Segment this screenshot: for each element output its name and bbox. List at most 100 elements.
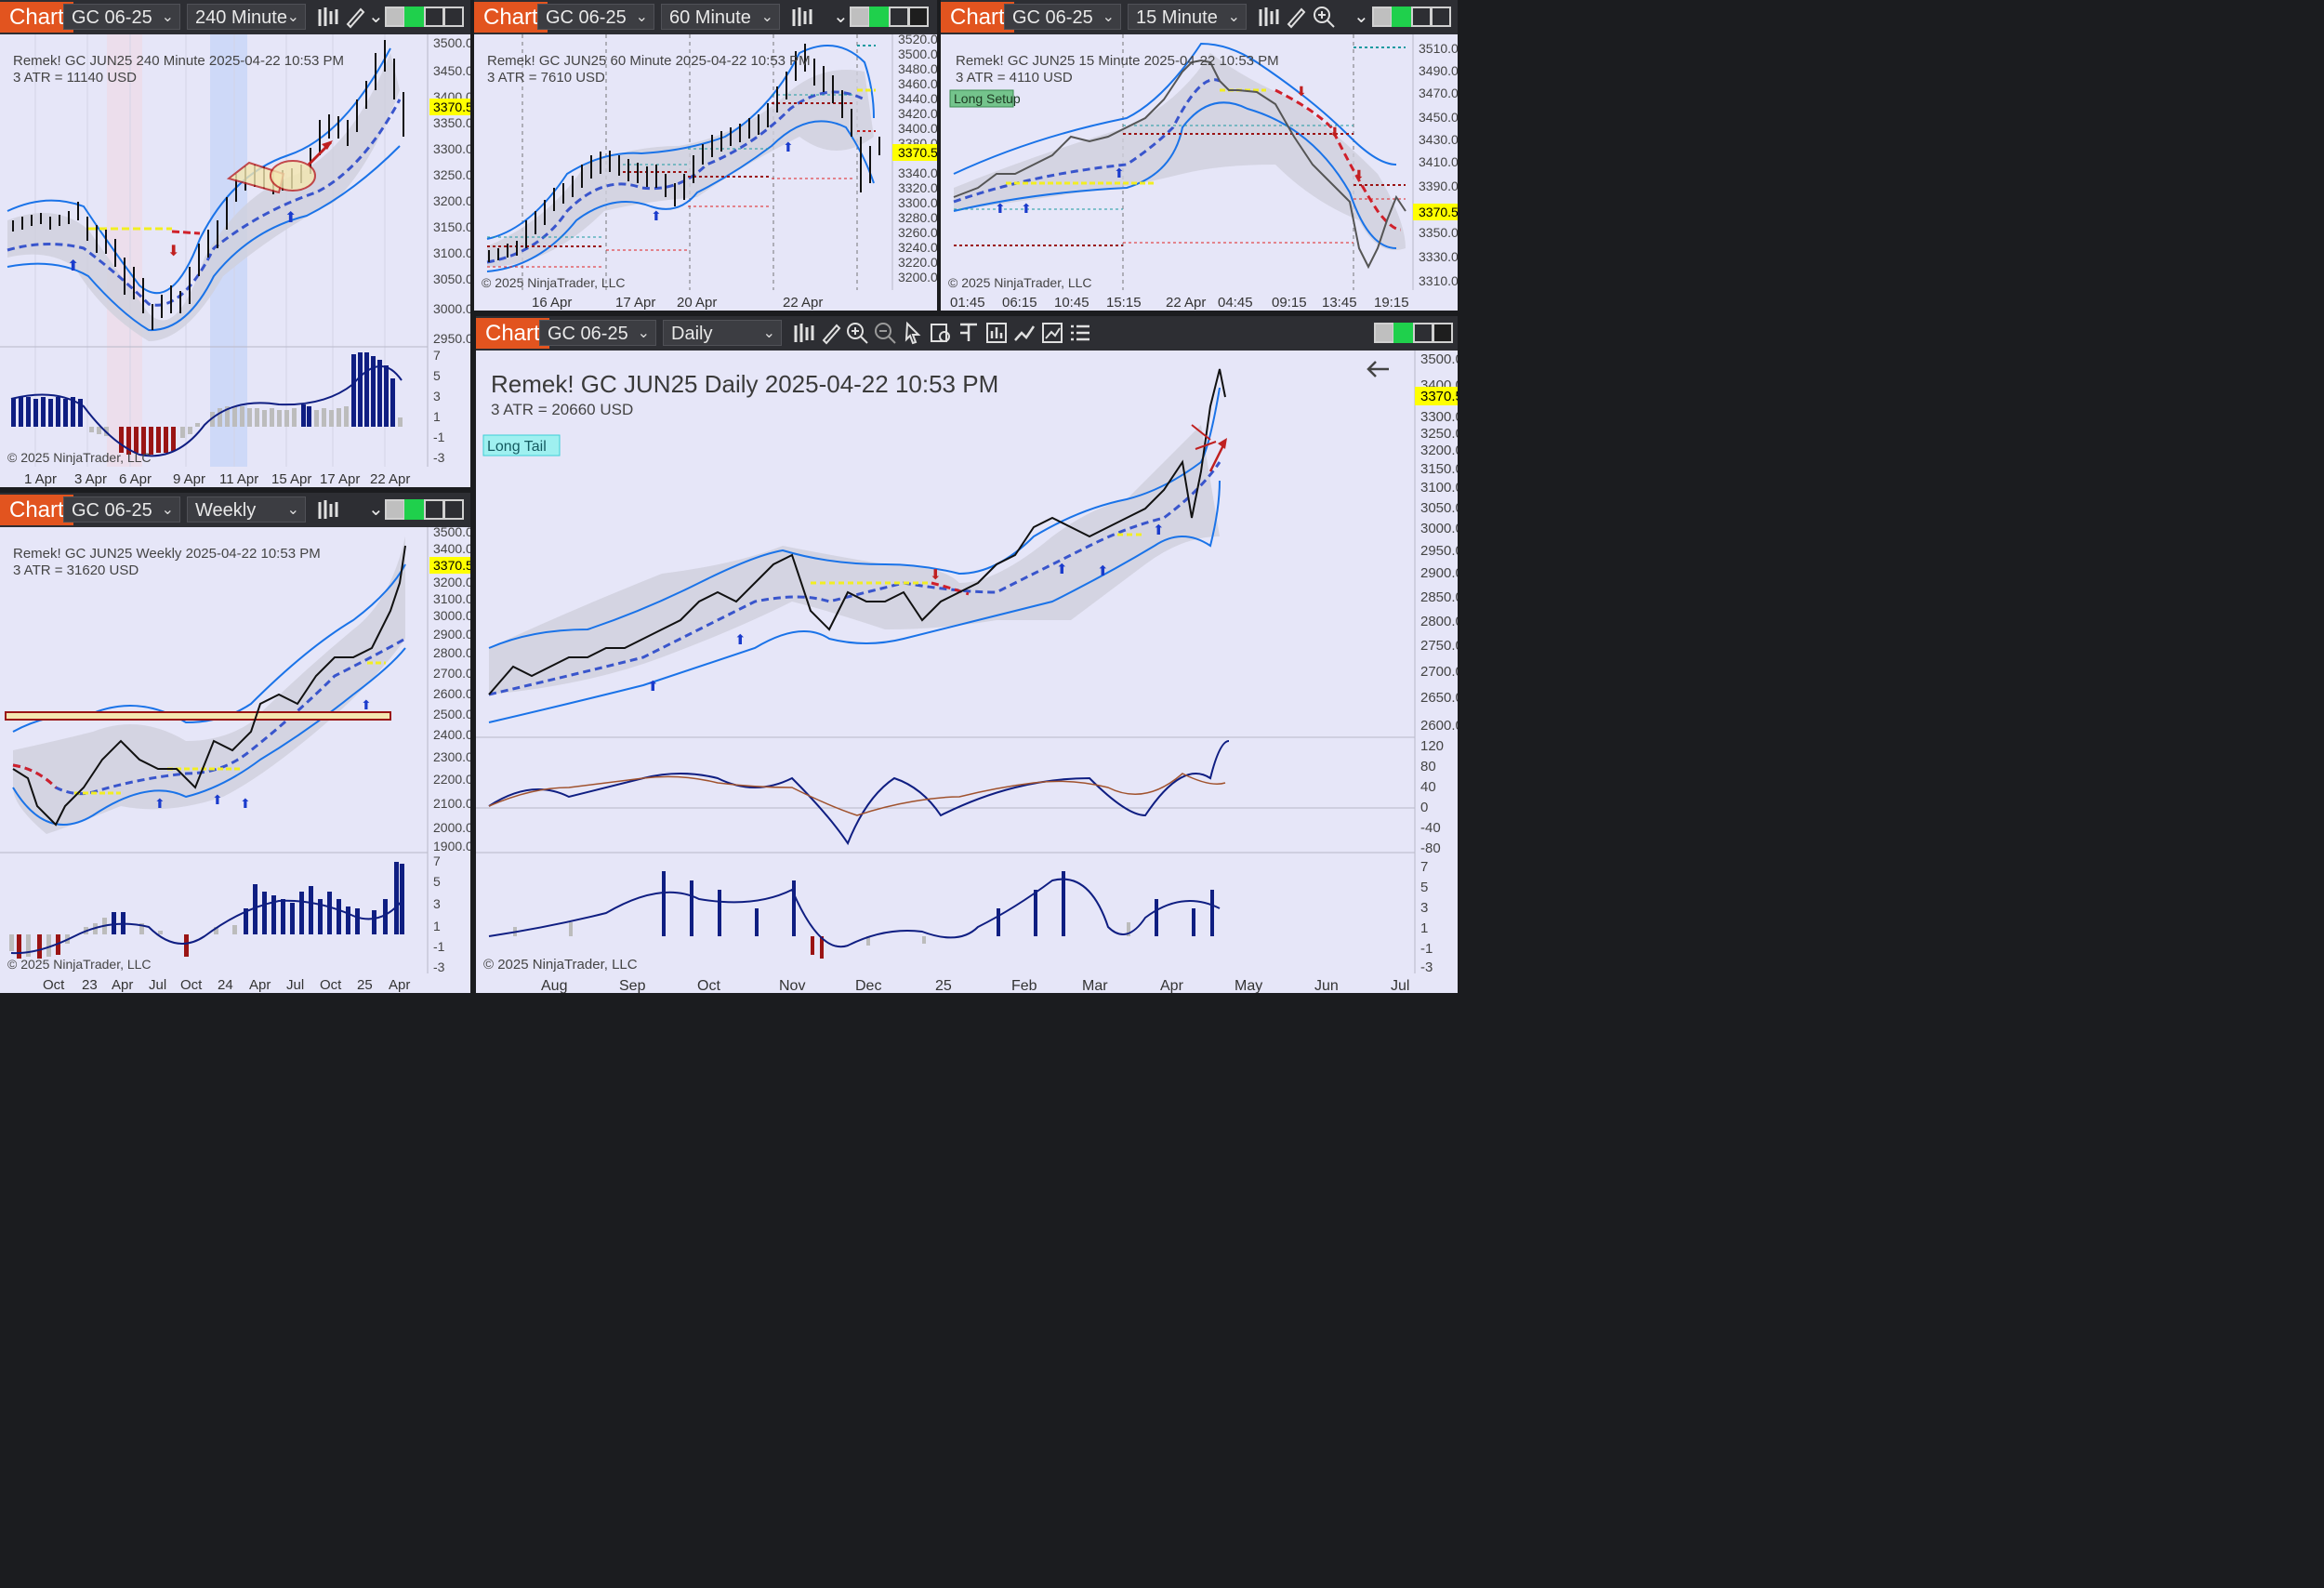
y-tick: 2200.0	[433, 772, 470, 787]
chart-canvas[interactable]: ⬆ ⬆ ⬆ ⬆ ⬆ ⬇ 3500.0 3400.0 3300.0 3250.0 …	[476, 351, 1458, 993]
bar-style-icon[interactable]	[314, 496, 340, 523]
y-tick: 3500.0	[433, 527, 470, 539]
x-tick: Oct	[180, 977, 203, 993]
y-tick: 3300.0	[1420, 409, 1458, 425]
minimize-button[interactable]	[424, 499, 444, 520]
chart-canvas[interactable]: ⬆ ⬆ ⬆ ⬇ ⬇ ⬇ 3510.0 3490.0 3470.0 3450.0 …	[941, 34, 1458, 311]
minimize-button[interactable]	[1411, 7, 1432, 27]
y-axis: 3500.0 3400.0 3300.0 3250.0 3200.0 3150.…	[1420, 351, 1458, 975]
window-link-button[interactable]	[1393, 323, 1414, 343]
interval-select[interactable]: 60 Minute ⌄	[661, 4, 780, 30]
pointer-icon[interactable]	[900, 320, 926, 346]
chart-tab[interactable]: Chart	[941, 2, 1014, 33]
x-tick: 15 Apr	[271, 471, 311, 487]
chevron-down-icon: ⌄	[161, 502, 174, 518]
window-link-button[interactable]	[869, 7, 890, 27]
instrument-select[interactable]: GC 06-25 ⌄	[539, 320, 656, 346]
bar-style-icon[interactable]	[1255, 4, 1281, 30]
x-tick: 23	[82, 977, 98, 993]
data-box-icon[interactable]	[928, 320, 954, 346]
osc-tick: 40	[1420, 779, 1436, 795]
x-tick: 17 Apr	[320, 471, 360, 487]
y-tick: 3390.0	[1419, 179, 1458, 193]
more-tools-chevron[interactable]: ⌄	[368, 499, 384, 520]
back-arrow-icon[interactable]	[1367, 361, 1389, 377]
x-tick: Sep	[619, 978, 646, 993]
instrument-select[interactable]: GC 06-25 ⌄	[63, 4, 180, 30]
maximize-button[interactable]	[1433, 323, 1453, 343]
svg-text:⬆: ⬆	[284, 210, 297, 226]
instrument-select[interactable]: GC 06-25 ⌄	[537, 4, 654, 30]
pencil-icon[interactable]	[818, 320, 844, 346]
window-link-button[interactable]	[1392, 7, 1412, 27]
ind-tick: 1	[1420, 920, 1428, 936]
last-price-tag	[429, 99, 470, 115]
y-tick: 3200.0	[898, 270, 937, 285]
pencil-icon[interactable]	[1283, 4, 1309, 30]
bar-style-icon[interactable]	[314, 4, 340, 30]
bar-style-icon[interactable]	[788, 4, 814, 30]
minimize-button[interactable]	[424, 7, 444, 27]
indicators-icon[interactable]	[984, 320, 1010, 346]
interval-select[interactable]: Weekly ⌄	[187, 496, 306, 523]
chart-canvas[interactable]: ⬆ ⬇ ⬆ 3500	[0, 34, 470, 487]
window-link-button[interactable]	[404, 7, 425, 27]
last-price-tag	[892, 144, 937, 161]
instrument-overlay-icon[interactable]	[1039, 320, 1065, 346]
chevron-down-icon: ⌄	[161, 9, 174, 25]
chart-canvas[interactable]: ⬆ ⬆ ⬆ ⬆ 3500.0 3400.0 3200.0 3100.0 3000…	[0, 527, 470, 993]
support-zone	[5, 711, 391, 721]
interval-select[interactable]: 15 Minute ⌄	[1128, 4, 1247, 30]
chart-tab[interactable]: Chart	[474, 2, 548, 33]
window-gray-button[interactable]	[385, 499, 405, 520]
y-tick: 3460.0	[898, 76, 937, 91]
y-tick: 2000.0	[433, 820, 470, 835]
chart-tab[interactable]: Chart	[0, 2, 73, 33]
instrument-select[interactable]: GC 06-25 ⌄	[1004, 4, 1121, 30]
chart-tab[interactable]: Chart	[0, 495, 73, 525]
y-tick: 3220.0	[898, 255, 937, 270]
y-tick: 3200.0	[1420, 443, 1458, 458]
maximize-button[interactable]	[443, 7, 464, 27]
atr-label: 3 ATR = 11140 USD	[13, 70, 137, 86]
interval-select[interactable]: Daily ⌄	[663, 320, 782, 346]
zoom-in-icon[interactable]	[1311, 4, 1337, 30]
maximize-button[interactable]	[443, 499, 464, 520]
minimize-button[interactable]	[889, 7, 909, 27]
svg-text:⬇: ⬇	[1353, 167, 1365, 182]
instrument-select[interactable]: GC 06-25 ⌄	[63, 496, 180, 523]
x-tick: 06:15	[1002, 295, 1037, 311]
more-tools-chevron[interactable]: ⌄	[833, 7, 849, 27]
zoom-in-icon[interactable]	[844, 320, 870, 346]
more-tools-chevron[interactable]: ⌄	[1353, 7, 1369, 27]
window-gray-button[interactable]	[850, 7, 870, 27]
window-gray-button[interactable]	[1372, 7, 1393, 27]
chart-tab[interactable]: Chart	[476, 318, 549, 349]
bar-style-icon[interactable]	[790, 320, 816, 346]
strategies-icon[interactable]	[1011, 320, 1037, 346]
y-tick: 2300.0	[433, 749, 470, 764]
pencil-icon[interactable]	[342, 4, 368, 30]
window-gray-button[interactable]	[385, 7, 405, 27]
x-tick: 16 Apr	[532, 295, 572, 311]
maximize-button[interactable]	[1431, 7, 1451, 27]
long-setup-badge	[949, 89, 1014, 108]
ind-tick: 7	[1420, 859, 1428, 875]
zoom-out-icon[interactable]	[872, 320, 898, 346]
osc-tick: -40	[1420, 820, 1441, 836]
y-tick: 3150.0	[1420, 461, 1458, 477]
list-icon[interactable]	[1067, 320, 1093, 346]
y-axis: 3520.0 3500.0 3480.0 3460.0 3440.0 3420.…	[898, 34, 937, 285]
svg-text:⬆: ⬆	[651, 208, 662, 223]
x-axis: 16 Apr 17 Apr 20 Apr 22 Apr	[532, 295, 823, 311]
window-link-button[interactable]	[404, 499, 425, 520]
interval-select[interactable]: 240 Minute ⌄	[187, 4, 306, 30]
window-gray-button[interactable]	[1374, 323, 1394, 343]
chart-window-240min: Chart GC 06-25 ⌄ 240 Minute ⌄ ⌄	[0, 0, 470, 487]
minimize-button[interactable]	[1413, 323, 1433, 343]
last-price-tag	[1415, 387, 1458, 405]
chart-canvas[interactable]: ⬆ ⬆ 3520.0 3500.0 3480.0 3460.0 3440.0 3…	[474, 34, 937, 311]
properties-icon[interactable]	[956, 320, 982, 346]
more-tools-chevron[interactable]: ⌄	[368, 7, 384, 27]
maximize-button[interactable]	[908, 7, 929, 27]
